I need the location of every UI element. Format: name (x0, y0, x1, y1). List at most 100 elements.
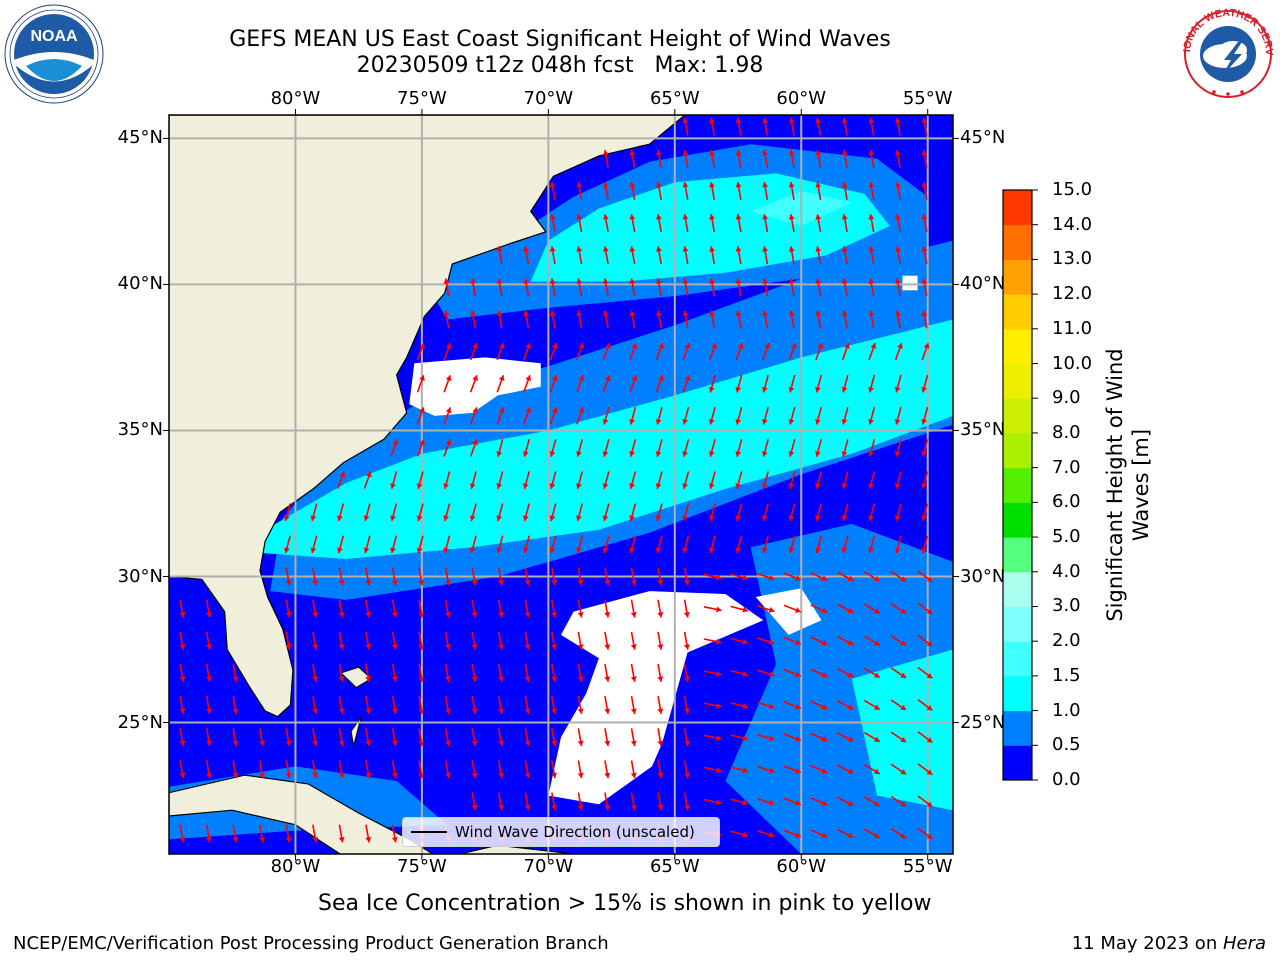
noaa-logo-text: NOAA (30, 28, 78, 45)
arrow-head (205, 836, 212, 843)
wave-arrow (841, 374, 849, 393)
wave-arrow (363, 503, 371, 522)
arrow-head (841, 418, 848, 425)
wave-arrow (205, 631, 212, 650)
arrow-head (312, 708, 319, 714)
arrow-head (900, 704, 907, 711)
arrow-head (443, 278, 450, 284)
colorbar-tick-label: 0.0 (1052, 769, 1081, 790)
wave-arrow (418, 760, 425, 779)
wave-arrow (815, 535, 823, 554)
arrow-head (604, 579, 611, 586)
arrow-head (841, 117, 848, 124)
wave-arrow (232, 696, 239, 715)
arrow-head (205, 612, 212, 618)
arrow-head (365, 676, 372, 682)
arrow-head (522, 515, 529, 521)
wave-arrow (444, 696, 451, 715)
arrow-head (472, 375, 478, 381)
wave-arrow (917, 570, 933, 583)
arrow-head (683, 612, 690, 618)
arrow-head (847, 704, 854, 710)
arrow-head (524, 708, 531, 714)
arrow-head (524, 676, 531, 682)
arrow-head (682, 418, 689, 425)
lat-label-left: 35°N (117, 419, 163, 441)
wave-arrow (657, 631, 664, 650)
wave-arrow (312, 760, 319, 779)
arrow-head (868, 278, 875, 284)
wave-arrow (469, 503, 477, 522)
wave-arrow (655, 214, 662, 233)
arrow-head (498, 708, 504, 714)
arrow-head (655, 515, 662, 521)
wave-arrow (703, 734, 722, 741)
wave-arrow (576, 471, 584, 490)
wave-arrow (629, 342, 638, 361)
arrow-head (285, 644, 292, 650)
wave-arrow (682, 374, 691, 393)
wave-arrow (868, 181, 875, 200)
arrow-head (392, 439, 399, 446)
arrow-head (524, 740, 531, 747)
arrow-head (443, 483, 450, 489)
north-america-coast (169, 115, 686, 718)
arrow-head (551, 708, 558, 714)
wave-arrow (577, 631, 584, 650)
wave-arrow (788, 374, 796, 393)
arrow-head (418, 676, 425, 682)
wave-arrow (783, 701, 802, 710)
arrow-head (496, 246, 503, 252)
wave-arrow (815, 439, 823, 457)
wave-arrow (602, 278, 609, 297)
lat-label-left: 40°N (117, 273, 163, 295)
wave-arrow (551, 696, 558, 715)
wave-arrow (810, 668, 828, 678)
wave-arrow (418, 599, 425, 618)
arrow-head (817, 343, 824, 349)
arrow-head (847, 607, 854, 614)
map-legend: Wind Wave Direction (unscaled) (402, 817, 720, 847)
wave-arrow (179, 631, 186, 650)
arrow-head (338, 676, 345, 682)
wave-arrow (810, 604, 828, 614)
arrow-head (338, 740, 345, 747)
wave-arrow (788, 471, 796, 490)
wave-arrow (837, 668, 854, 678)
wave-arrow (788, 214, 795, 233)
wave-arrow (761, 439, 769, 457)
arrow-head (365, 708, 372, 714)
arrow-head (682, 246, 689, 252)
wave-arrow (629, 310, 636, 329)
wave-arrow (310, 503, 318, 522)
wave-arrow (863, 667, 881, 679)
wave-arrow (443, 535, 451, 554)
wave-arrow (576, 407, 585, 425)
arrow-head (418, 579, 425, 586)
arrow-head (604, 708, 611, 714)
wave-arrow (551, 760, 558, 779)
wave-arrow (390, 535, 398, 554)
arrow-head (841, 451, 848, 457)
wave-arrow (602, 214, 609, 233)
arrow-head (768, 799, 775, 806)
wave-arrow (629, 149, 636, 168)
arrow-head (874, 608, 880, 614)
arrow-head (551, 772, 558, 779)
arrow-head (471, 676, 478, 682)
wave-arrow (730, 701, 749, 709)
wave-arrow (815, 117, 822, 136)
wave-arrow (496, 310, 503, 329)
arrow-head (841, 278, 848, 284)
arrow-head (761, 451, 768, 457)
wave-arrow (761, 535, 769, 554)
wave-arrow (761, 406, 769, 425)
arrow-head (841, 149, 848, 156)
wave-arrow (179, 599, 186, 618)
wave-arrow (783, 572, 802, 581)
arrow-head (602, 310, 609, 317)
wave-arrow (471, 631, 478, 650)
arrow-head (577, 612, 584, 618)
wave-arrow (762, 246, 769, 265)
wave-arrow (683, 728, 690, 747)
